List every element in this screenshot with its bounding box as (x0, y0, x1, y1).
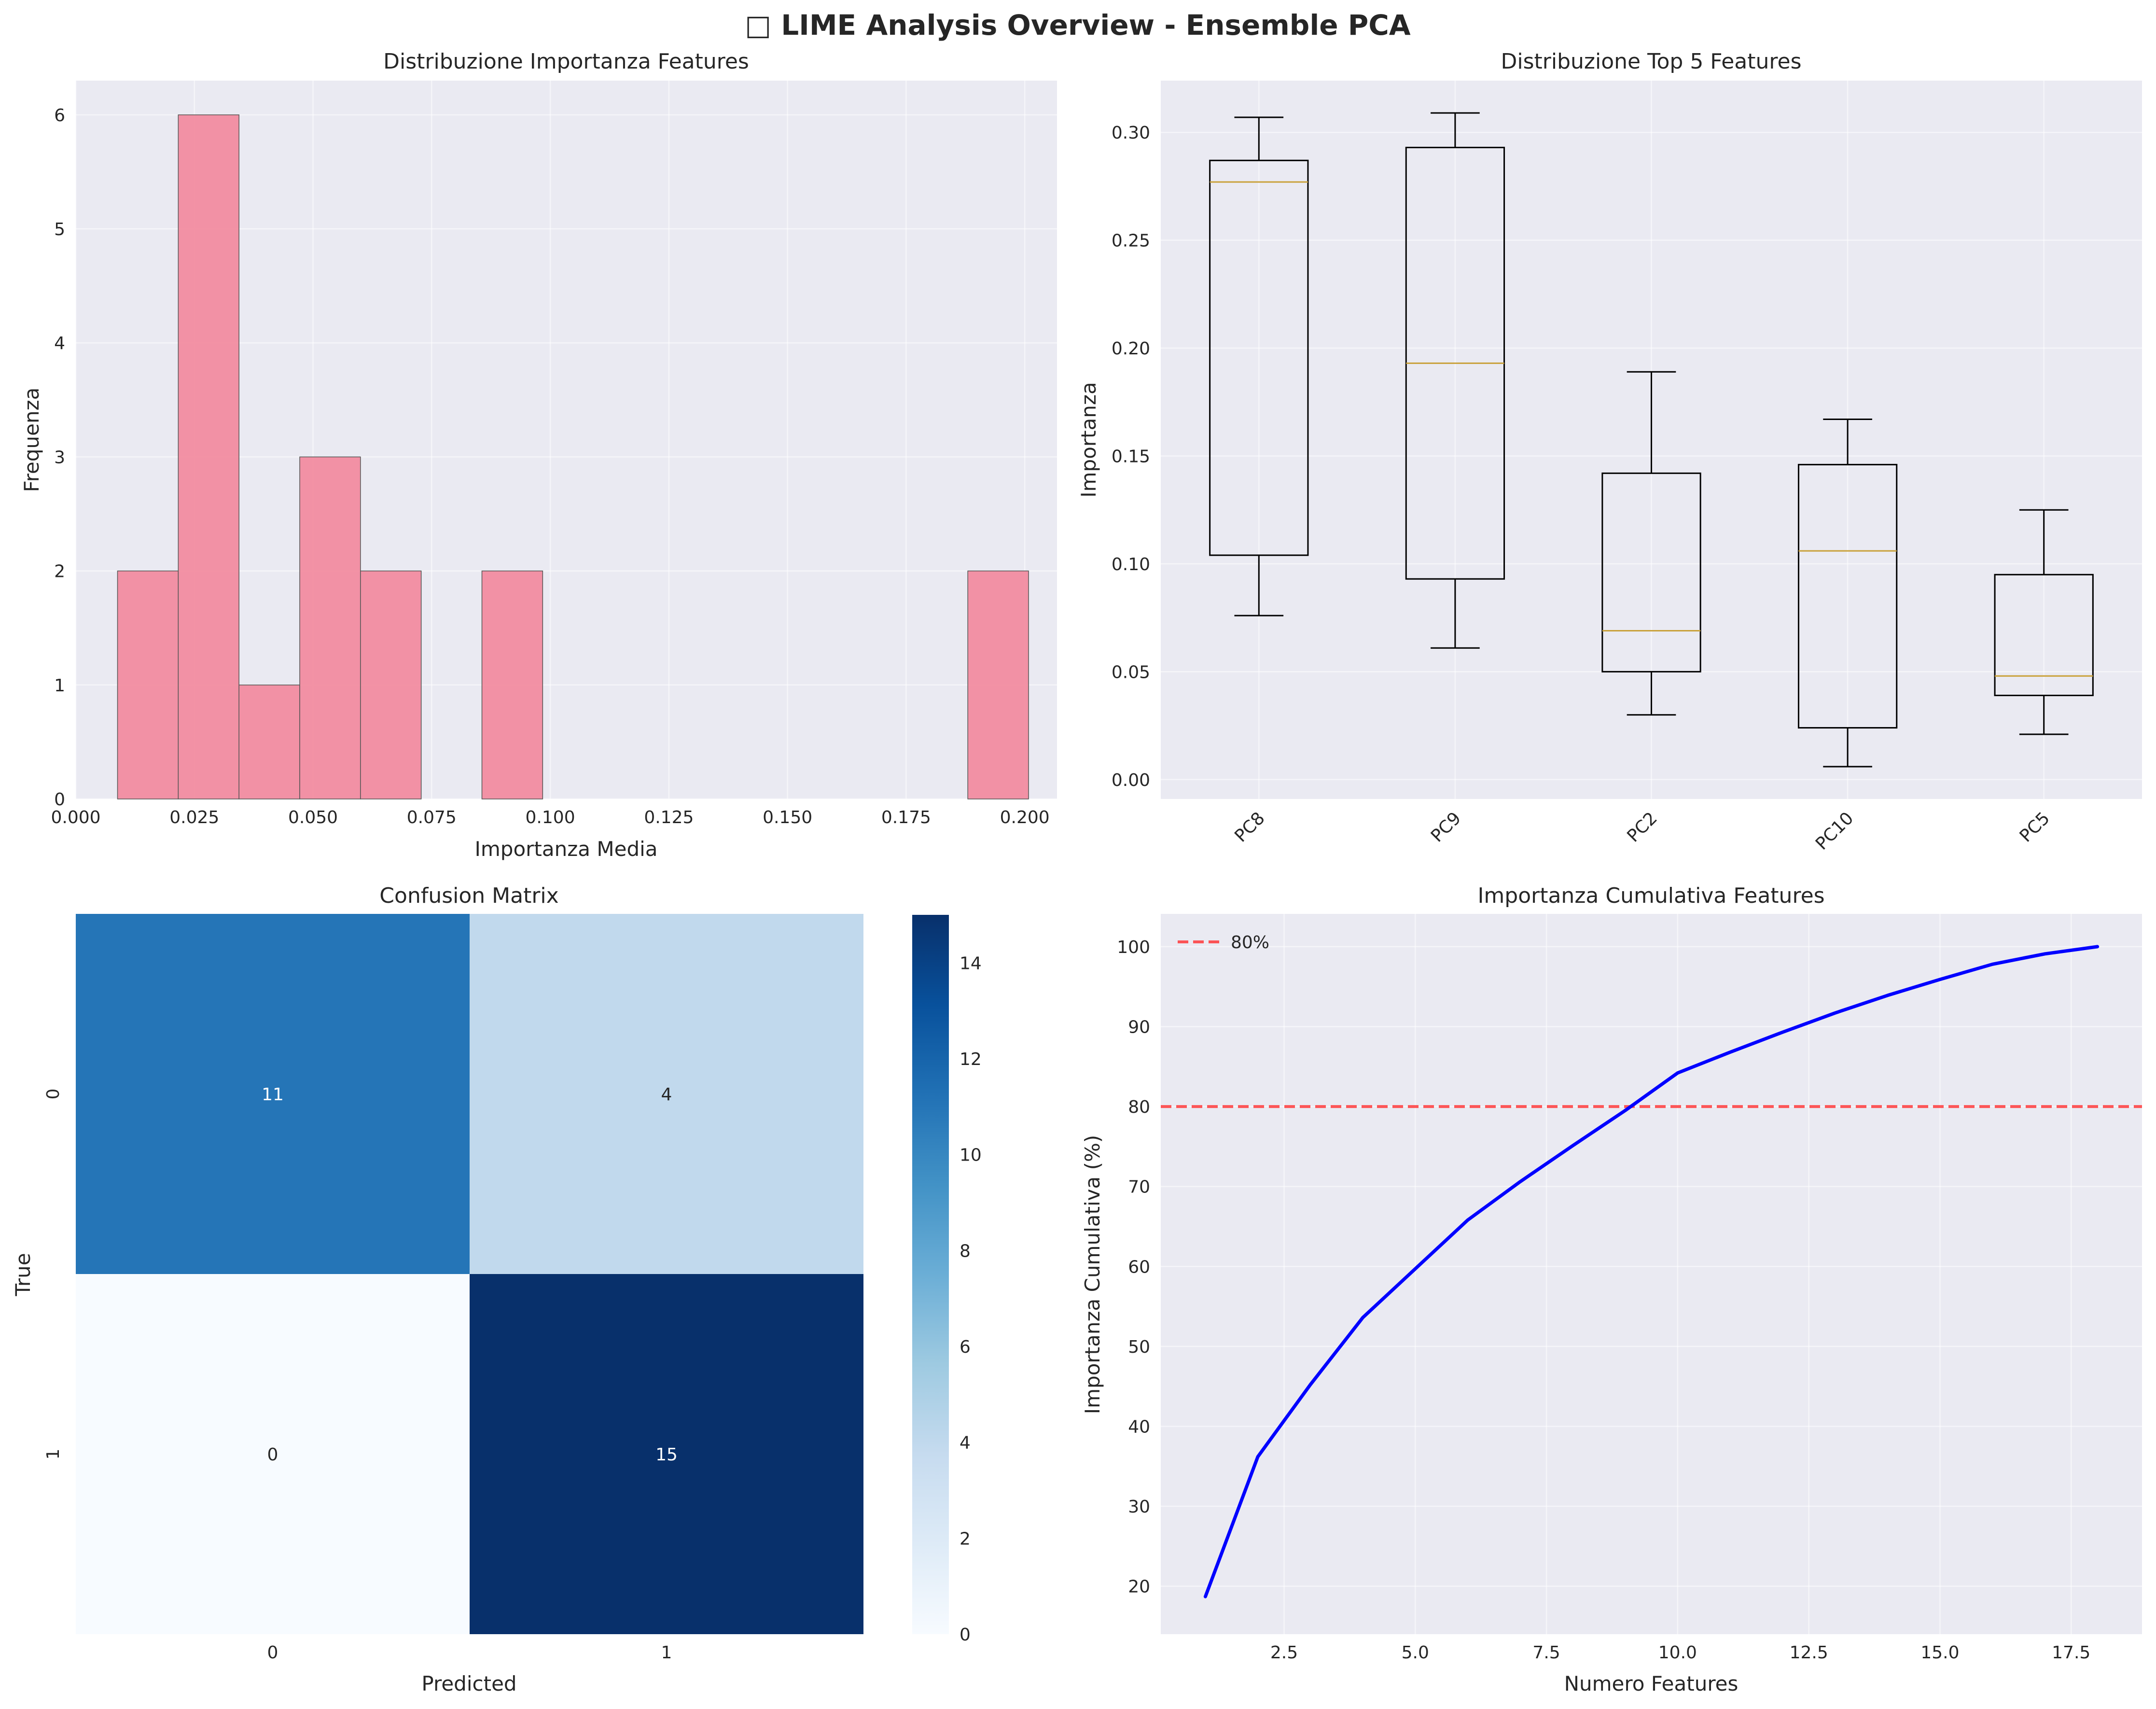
boxplot-y-tick: 0.05 (1112, 662, 1150, 682)
cumulative-x-tick: 7.5 (1532, 1643, 1560, 1663)
colorbar (912, 915, 949, 1634)
confusion-y-tick: 1 (43, 1449, 63, 1460)
histogram-bar (117, 570, 179, 799)
histogram-title: Distribuzione Importanza Features (383, 49, 749, 74)
cumulative-y-tick: 80 (1128, 1097, 1150, 1117)
cumulative-x-tick: 2.5 (1270, 1643, 1298, 1663)
cumulative-x-tick: 10.0 (1658, 1643, 1697, 1663)
histogram-y-label: Frequenza (20, 388, 43, 492)
confusion-cell (470, 914, 863, 1274)
boxplot-y-tick: 0.30 (1112, 123, 1150, 143)
histogram-x-tick: 0.175 (881, 808, 931, 827)
confusion-cell (76, 1274, 470, 1634)
confusion-x-tick: 1 (661, 1643, 672, 1663)
boxplot-box (1601, 472, 1701, 672)
histogram-x-tick: 0.125 (644, 808, 694, 827)
cumulative-x-tick: 5.0 (1402, 1643, 1429, 1663)
histogram-y-tick: 4 (54, 334, 65, 353)
boxplot-title: Distribuzione Top 5 Features (1501, 49, 1801, 74)
cumulative-y-tick: 30 (1128, 1497, 1150, 1517)
histogram-x-tick: 0.150 (763, 808, 812, 827)
confusion-cell (76, 914, 470, 1274)
cumulative-x-tick: 15.0 (1920, 1643, 1959, 1663)
colorbar-tick: 0 (960, 1625, 971, 1645)
histogram-x-tick: 0.025 (169, 808, 219, 827)
histogram-bar (238, 685, 300, 799)
boxplot-y-tick: 0.20 (1112, 339, 1150, 359)
boxplot-category-label: PC2 (1624, 808, 1661, 846)
histogram-y-tick: 1 (54, 676, 65, 696)
boxplot-panel: PC8 PC9 PC2 PC10 PC5 0.00 0.05 0.10 0.15 0.20 0.2… (1077, 49, 2142, 854)
confusion-matrix-x-label: Predicted (421, 1672, 516, 1695)
histogram-x-tick: 0.200 (1000, 808, 1050, 827)
histogram-y-tick: 5 (54, 220, 65, 239)
cumulative-line (1203, 945, 2100, 1598)
colorbar-tick: 8 (960, 1241, 971, 1261)
histogram-y-tick: 2 (54, 562, 65, 582)
histogram-y-tick: 6 (54, 106, 65, 126)
boxplot-category-label: PC10 (1812, 808, 1858, 854)
cumulative-y-tick: 90 (1128, 1017, 1150, 1037)
colorbar-tick: 4 (960, 1433, 971, 1453)
cumulative-panel: 2.5 5.0 7.5 10.0 12.5 15.0 17.5 20 30 40 50 60 70 80… (1081, 883, 2142, 1695)
boxplot-y-tick: 0.15 (1112, 447, 1150, 467)
confusion-y-tick: 0 (43, 1089, 63, 1100)
cumulative-x-label: Numero Features (1564, 1672, 1739, 1695)
histogram-bar (481, 570, 543, 799)
confusion-cell-value: 0 (267, 1445, 278, 1465)
histogram-bar (360, 570, 422, 799)
confusion-cell-value: 4 (661, 1085, 672, 1105)
cumulative-y-tick: 20 (1128, 1577, 1150, 1597)
figure-title: □ LIME Analysis Overview - Ensemble PCA (745, 9, 1411, 42)
cumulative-y-tick: 60 (1128, 1257, 1150, 1277)
boxplot-box (1994, 574, 2094, 697)
cumulative-plot-area (1161, 914, 2142, 1634)
cumulative-y-label: Importanza Cumulativa (%) (1081, 1135, 1104, 1415)
histogram-bar (299, 456, 361, 799)
confusion-cell-value: 11 (262, 1085, 284, 1105)
colorbar-tick: 12 (960, 1050, 982, 1069)
boxplot-y-tick: 0.00 (1112, 770, 1150, 790)
cumulative-y-tick: 40 (1128, 1417, 1150, 1437)
confusion-cell (470, 1274, 863, 1634)
colorbar-tick: 14 (960, 953, 982, 973)
legend-label-80: 80% (1231, 933, 1269, 953)
boxplot-box (1797, 463, 1898, 729)
cumulative-x-tick: 12.5 (1790, 1643, 1828, 1663)
boxplot-category-label: PC9 (1427, 808, 1465, 846)
histogram-panel: 0.000 0.025 0.050 0.075 0.100 0.125 0.150 0.175… (20, 49, 1057, 861)
boxplot-category-label: PC8 (1231, 808, 1268, 846)
histogram-x-tick: 0.050 (288, 808, 338, 827)
cumulative-title: Importanza Cumulativa Features (1477, 883, 1824, 908)
cumulative-y-tick: 50 (1128, 1337, 1150, 1357)
confusion-x-tick: 0 (267, 1643, 278, 1663)
histogram-x-tick: 0.000 (51, 808, 100, 827)
histogram-y-tick: 0 (54, 790, 65, 810)
confusion-cell-value: 15 (655, 1445, 678, 1465)
colorbar-tick: 2 (960, 1529, 971, 1549)
legend: 80% (1178, 933, 1269, 953)
histogram-bar (967, 570, 1029, 799)
boxplot-category-label: PC5 (2016, 808, 2054, 846)
cumulative-y-tick: 70 (1128, 1177, 1150, 1197)
confusion-matrix-y-label: True (11, 1253, 35, 1296)
histogram-bar (178, 114, 239, 799)
cumulative-x-tick: 17.5 (2052, 1643, 2090, 1663)
colorbar-tick: 6 (960, 1337, 971, 1357)
confusion-matrix-title: Confusion Matrix (379, 883, 558, 908)
boxplot-y-tick: 0.25 (1112, 231, 1150, 251)
histogram-x-label: Importanza Media (474, 837, 657, 861)
histogram-x-tick: 0.075 (407, 808, 457, 827)
boxplot-y-tick: 0.10 (1112, 555, 1150, 574)
boxplot-box (1209, 159, 1309, 556)
confusion-matrix-panel: 11 4 0 15 0 1 0 1 0 2 4 6 8 10 12 14 Confusion Matri… (11, 883, 982, 1695)
histogram-y-tick: 3 (54, 448, 65, 467)
boxplot-y-label: Importanza (1077, 382, 1100, 498)
histogram-x-tick: 0.100 (526, 808, 575, 827)
cumulative-y-tick: 100 (1117, 938, 1150, 957)
colorbar-tick: 10 (960, 1146, 982, 1165)
